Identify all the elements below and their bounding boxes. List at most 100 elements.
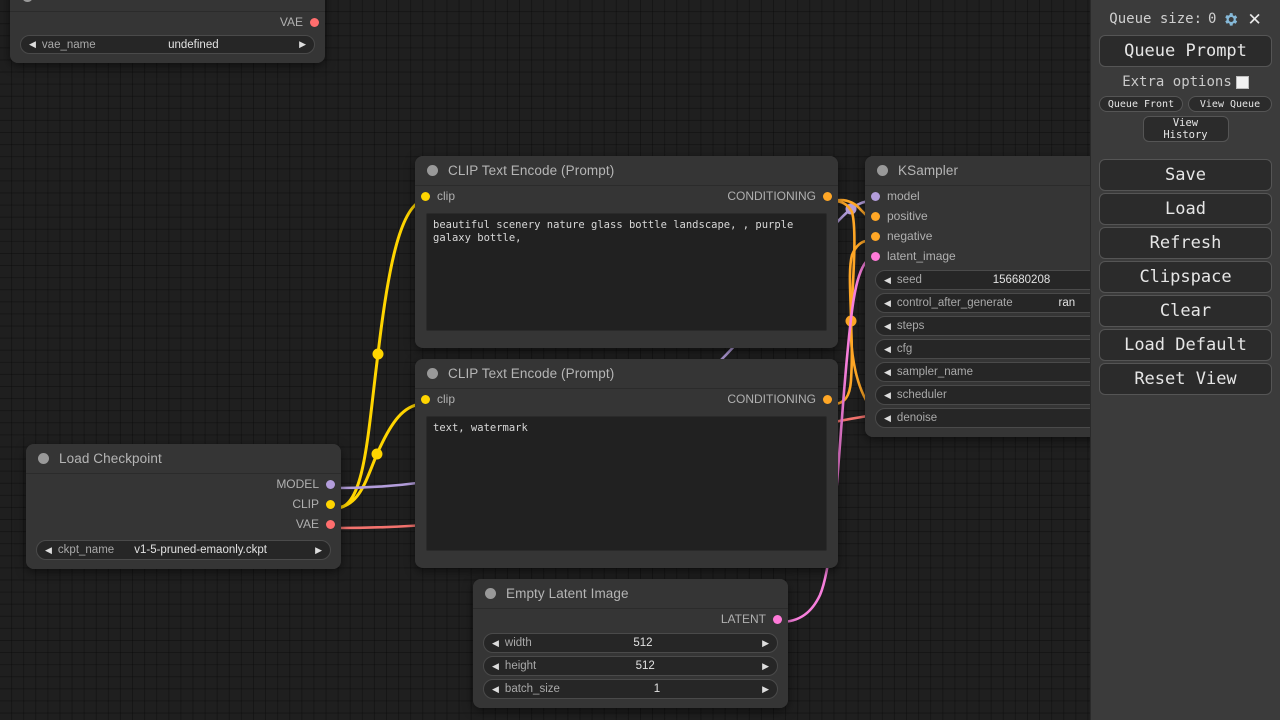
gear-icon[interactable] xyxy=(1222,11,1239,28)
node-vae-loader[interactable]: VAE ◀ vae_name undefined ▶ xyxy=(10,0,325,63)
widget-batch-size[interactable]: ◀ batch_size 1 ▶ xyxy=(483,679,778,699)
node-collapse-dot[interactable] xyxy=(38,453,49,464)
node-collapse-dot[interactable] xyxy=(427,165,438,176)
port-positive[interactable] xyxy=(871,211,880,221)
queue-front-button[interactable]: Queue Front xyxy=(1099,96,1183,112)
extra-options-label: Extra options xyxy=(1122,74,1232,90)
node-load-checkpoint[interactable]: Load Checkpoint MODEL CLIP VAE ◀ ckpt_na… xyxy=(26,444,341,569)
chevron-left-icon[interactable]: ◀ xyxy=(45,544,52,555)
chevron-left-icon[interactable]: ◀ xyxy=(884,389,891,400)
port-clip[interactable] xyxy=(326,499,335,509)
chevron-left-icon[interactable]: ◀ xyxy=(884,320,891,331)
input-label: positive xyxy=(887,209,928,223)
widget-width[interactable]: ◀ width 512 ▶ xyxy=(483,633,778,653)
chevron-right-icon[interactable]: ▶ xyxy=(762,637,769,648)
widget-seed[interactable]: ◀ seed 156680208 ▶ xyxy=(875,270,1090,290)
chevron-left-icon[interactable]: ◀ xyxy=(884,412,891,423)
port-clip[interactable] xyxy=(421,191,430,201)
input-label: negative xyxy=(887,229,933,243)
queue-size-value: 0 xyxy=(1208,11,1217,27)
chevron-right-icon[interactable]: ▶ xyxy=(762,660,769,671)
widget-scheduler[interactable]: ◀ scheduler ▶ xyxy=(875,385,1090,405)
prompt-textarea[interactable]: beautiful scenery nature glass bottle la… xyxy=(426,213,827,331)
input-slot-latent-image[interactable]: latent_image xyxy=(865,246,1090,266)
chevron-left-icon[interactable]: ◀ xyxy=(29,39,36,49)
port-model[interactable] xyxy=(326,479,335,489)
chevron-left-icon[interactable]: ◀ xyxy=(492,660,499,671)
input-slot-positive[interactable]: positive xyxy=(865,206,1090,226)
output-slot-vae[interactable]: VAE xyxy=(26,514,341,534)
output-slot-latent[interactable]: LATENT xyxy=(473,609,788,629)
output-slot-clip[interactable]: CLIP xyxy=(26,494,341,514)
input-slot-negative[interactable]: negative xyxy=(865,226,1090,246)
chevron-left-icon[interactable]: ◀ xyxy=(884,366,891,377)
widget-steps[interactable]: ◀ steps ▶ xyxy=(875,316,1090,336)
save-button[interactable]: Save xyxy=(1099,159,1272,191)
widget-cfg[interactable]: ◀ cfg ▶ xyxy=(875,339,1090,359)
node-clip-text-encode-negative[interactable]: CLIP Text Encode (Prompt) clip CONDITION… xyxy=(415,359,838,568)
io-row: clip CONDITIONING xyxy=(415,186,838,206)
clear-button[interactable]: Clear xyxy=(1099,295,1272,327)
node-title: CLIP Text Encode (Prompt) xyxy=(448,366,615,381)
widget-label: vae_name xyxy=(41,38,96,51)
refresh-button[interactable]: Refresh xyxy=(1099,227,1272,259)
clipspace-button[interactable]: Clipspace xyxy=(1099,261,1272,293)
port-conditioning[interactable] xyxy=(823,191,832,201)
chevron-left-icon[interactable]: ◀ xyxy=(884,297,891,308)
comfy-menu-panel: Queue size: 0 ✕ Queue Prompt Extra optio… xyxy=(1090,0,1280,720)
node-header[interactable]: Empty Latent Image xyxy=(473,579,788,609)
widget-denoise[interactable]: ◀ denoise ▶ xyxy=(875,408,1090,428)
node-collapse-dot[interactable] xyxy=(877,165,888,176)
node-header[interactable]: Load Checkpoint xyxy=(26,444,341,474)
chevron-left-icon[interactable]: ◀ xyxy=(884,274,891,285)
view-queue-button[interactable]: View Queue xyxy=(1188,96,1272,112)
node-ksampler[interactable]: KSampler model positive negative latent_… xyxy=(865,156,1090,437)
widget-label: denoise xyxy=(896,412,938,424)
node-header[interactable]: CLIP Text Encode (Prompt) xyxy=(415,359,838,389)
widget-value: 512 xyxy=(635,660,655,672)
prompt-textarea[interactable]: text, watermark xyxy=(426,416,827,551)
port-vae[interactable] xyxy=(310,17,319,27)
port-latent[interactable] xyxy=(773,614,782,624)
widget-ckpt-name[interactable]: ◀ ckpt_name v1-5-pruned-emaonly.ckpt ▶ xyxy=(36,540,331,560)
chevron-right-icon[interactable]: ▶ xyxy=(762,683,769,694)
widget-control-after-generate[interactable]: ◀ control_after_generate ran ▶ xyxy=(875,293,1090,313)
output-slot-model[interactable]: MODEL xyxy=(26,474,341,494)
reset-view-button[interactable]: Reset View xyxy=(1099,363,1272,395)
chevron-right-icon[interactable]: ▶ xyxy=(315,544,322,555)
node-header[interactable]: CLIP Text Encode (Prompt) xyxy=(415,156,838,186)
chevron-left-icon[interactable]: ◀ xyxy=(884,343,891,354)
port-conditioning[interactable] xyxy=(823,394,832,404)
node-collapse-dot[interactable] xyxy=(485,588,496,599)
widget-height[interactable]: ◀ height 512 ▶ xyxy=(483,656,778,676)
view-history-button[interactable]: View History xyxy=(1142,116,1229,142)
node-header[interactable] xyxy=(10,0,325,12)
output-slot-vae[interactable]: VAE xyxy=(10,12,325,32)
chevron-left-icon[interactable]: ◀ xyxy=(492,683,499,694)
widget-sampler-name[interactable]: ◀ sampler_name ▶ xyxy=(875,362,1090,382)
close-icon[interactable]: ✕ xyxy=(1247,9,1262,29)
widget-vae-name[interactable]: ◀ vae_name undefined ▶ xyxy=(20,35,315,54)
load-button[interactable]: Load xyxy=(1099,193,1272,225)
chevron-right-icon[interactable]: ▶ xyxy=(299,39,306,49)
port-latent-image[interactable] xyxy=(871,251,880,261)
node-empty-latent-image[interactable]: Empty Latent Image LATENT ◀ width 512 ▶ … xyxy=(473,579,788,708)
extra-options-row[interactable]: Extra options xyxy=(1099,71,1272,93)
widget-label: sampler_name xyxy=(896,366,973,378)
widget-value: ran xyxy=(1058,297,1076,309)
port-negative[interactable] xyxy=(871,231,880,241)
chevron-left-icon[interactable]: ◀ xyxy=(492,637,499,648)
extra-options-checkbox[interactable] xyxy=(1235,75,1249,89)
port-vae[interactable] xyxy=(326,519,335,529)
port-clip[interactable] xyxy=(421,394,430,404)
load-default-button[interactable]: Load Default xyxy=(1099,329,1272,361)
graph-canvas[interactable]: VAE ◀ vae_name undefined ▶ CLIP Text Enc… xyxy=(0,0,1090,720)
node-header[interactable]: KSampler xyxy=(865,156,1090,186)
queue-prompt-button[interactable]: Queue Prompt xyxy=(1099,35,1272,67)
widget-value: undefined xyxy=(168,38,219,51)
input-slot-model[interactable]: model xyxy=(865,186,1090,206)
node-collapse-dot[interactable] xyxy=(22,0,33,2)
node-collapse-dot[interactable] xyxy=(427,368,438,379)
node-clip-text-encode-positive[interactable]: CLIP Text Encode (Prompt) clip CONDITION… xyxy=(415,156,838,348)
port-model[interactable] xyxy=(871,191,880,201)
